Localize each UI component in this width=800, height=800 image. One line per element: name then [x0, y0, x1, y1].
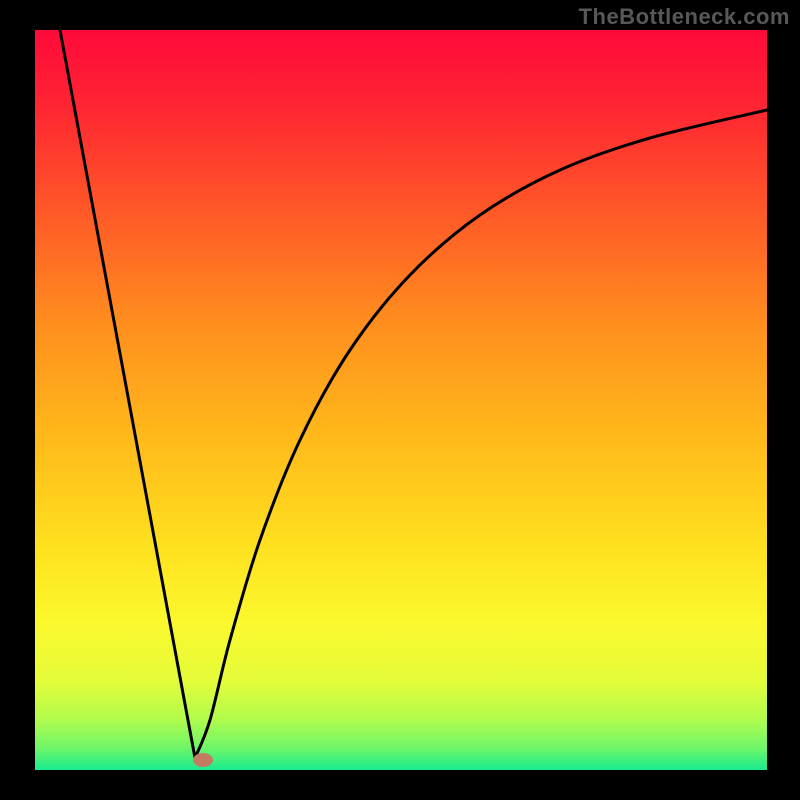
chart-container: TheBottleneck.com: [0, 0, 800, 800]
plot-area: [35, 30, 767, 770]
watermark-text: TheBottleneck.com: [579, 4, 790, 30]
plot-svg: [35, 30, 767, 770]
vertex-marker: [193, 753, 213, 767]
gradient-background: [35, 30, 767, 770]
